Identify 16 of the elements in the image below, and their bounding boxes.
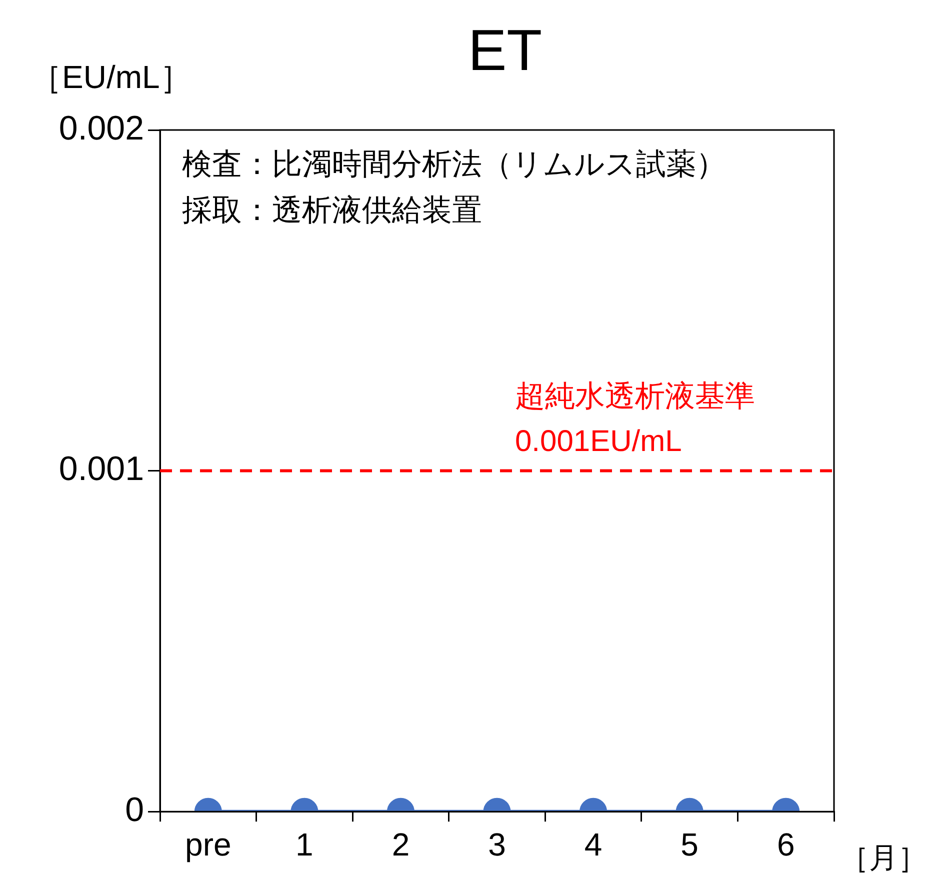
annotation: 採取：透析液供給装置 xyxy=(182,194,482,227)
x-tick-label: 2 xyxy=(392,826,410,863)
x-tick-label: 5 xyxy=(680,826,698,863)
ref-line-label: 超純水透析液基準 0.001EU/mL xyxy=(515,380,755,458)
annotation: 検査：比濁時間分析法（リムルス試薬） xyxy=(182,148,726,181)
y-axis-title: ［EU/mL］ xyxy=(30,59,192,95)
chart-title: ET xyxy=(468,18,542,83)
x-tick-label: 4 xyxy=(584,826,602,863)
x-axis-title: ［月］ xyxy=(840,842,927,875)
x-tick-label: 1 xyxy=(296,826,314,863)
x-tick-label: 3 xyxy=(488,826,506,863)
x-tick-label: pre xyxy=(185,826,232,863)
y-tick-label: 0.002 xyxy=(58,109,144,148)
y-tick-label: 0 xyxy=(125,790,144,829)
x-tick-label: 6 xyxy=(776,826,795,863)
y-tick-label: 0.001 xyxy=(58,450,144,488)
